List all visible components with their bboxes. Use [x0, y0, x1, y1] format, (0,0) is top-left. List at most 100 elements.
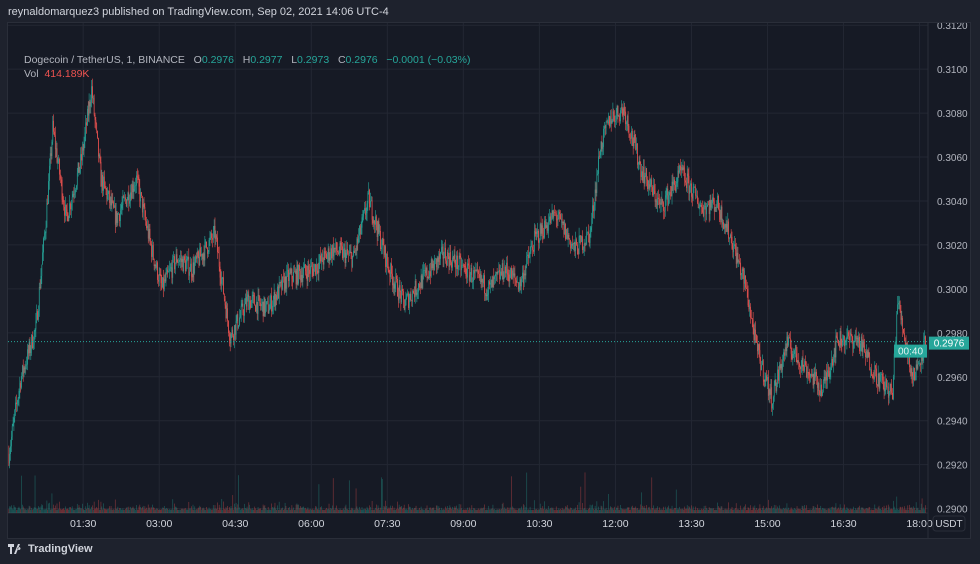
volume-bar — [909, 504, 910, 513]
candle-body — [280, 280, 282, 283]
candle-body — [45, 227, 47, 234]
tradingview-logo[interactable]: TradingView — [8, 543, 93, 555]
candle-body — [242, 303, 244, 313]
volume-bar — [337, 509, 339, 513]
candle-body — [94, 114, 96, 120]
volume-bar — [672, 509, 674, 513]
volume-bar — [301, 507, 303, 513]
volume-bar — [841, 509, 843, 513]
candle-body — [692, 187, 694, 199]
candle-body — [821, 384, 822, 396]
price-tick-label: 0.3120 — [937, 23, 968, 32]
candle-body — [386, 253, 387, 267]
volume-bar — [833, 508, 835, 513]
candle-body — [742, 269, 744, 271]
volume-bar — [107, 509, 109, 513]
volume-bar — [763, 509, 765, 513]
candle-body — [836, 335, 838, 338]
candle-body — [132, 184, 134, 193]
volume-bar — [205, 509, 207, 513]
volume-bar — [140, 507, 141, 513]
volume-bar — [850, 509, 852, 513]
symbol-label[interactable]: Dogecoin / TetherUS, 1, BINANCE — [24, 54, 185, 66]
candle-body — [493, 276, 495, 280]
candle-body — [671, 181, 673, 197]
volume-bar — [588, 507, 590, 513]
volume-bar — [551, 508, 553, 513]
candle-body — [42, 252, 43, 265]
volume-bar — [661, 509, 663, 513]
volume-bar — [442, 509, 444, 513]
volume-bar — [775, 505, 777, 513]
candle-body — [107, 194, 109, 200]
volume-bar — [347, 509, 348, 513]
volume-bar — [164, 509, 166, 513]
volume-bar — [495, 509, 497, 513]
volume-bar — [522, 509, 523, 513]
candle-body — [716, 207, 718, 209]
volume-bar — [648, 506, 650, 513]
candle-body — [447, 251, 449, 257]
candle-body — [533, 231, 535, 252]
candle-body — [456, 255, 457, 269]
candle-body — [669, 192, 671, 194]
volume-bar — [203, 508, 205, 513]
volume-bar — [813, 506, 815, 513]
candle-body — [48, 181, 49, 204]
candle-body — [545, 225, 547, 228]
volume-bar — [72, 509, 74, 513]
candle-body — [206, 241, 207, 248]
candle-body — [478, 270, 479, 274]
volume-bar — [435, 509, 436, 513]
candle-body — [125, 199, 127, 207]
volume-bar — [744, 506, 746, 513]
volume-bar — [151, 507, 152, 513]
volume-bar — [511, 476, 512, 513]
candle-body — [544, 220, 546, 228]
volume-bar — [170, 509, 172, 513]
volume-bar — [158, 509, 160, 513]
chart-pane[interactable]: 0.3120 0.3100 0.3080 0.3060 0.3040 0.3020 0.30… — [7, 22, 971, 539]
candle-body — [223, 277, 224, 295]
candle-body — [141, 195, 143, 213]
candle-body — [484, 293, 486, 294]
volume-bar — [891, 508, 893, 513]
volume-bar — [527, 509, 528, 513]
volume-bar — [480, 507, 482, 513]
candle-body — [843, 335, 844, 341]
volume-bar — [437, 508, 439, 513]
candle-body — [75, 189, 76, 193]
candlestick-chart[interactable]: 0.31200.31000.30800.30600.30400.30200.30… — [8, 23, 970, 538]
volume-bar — [678, 509, 680, 513]
candle-body — [695, 187, 697, 196]
volume-bar — [857, 507, 859, 513]
volume-bar — [611, 509, 613, 513]
volume-bar — [356, 506, 358, 513]
volume-bar — [409, 506, 411, 513]
volume-bar — [657, 506, 659, 513]
candle-body — [458, 255, 460, 267]
volume-bar — [905, 509, 907, 513]
volume-bar — [192, 504, 194, 513]
volume-bar — [609, 509, 610, 513]
volume-bar — [160, 509, 162, 513]
candle-body — [887, 386, 888, 388]
candle-body — [810, 373, 811, 378]
volume-bar — [698, 509, 700, 513]
candle-body — [49, 153, 51, 166]
candle-body — [876, 384, 878, 386]
volume-bar — [357, 508, 359, 513]
volume-bar — [647, 509, 648, 513]
candle-body — [380, 230, 381, 250]
volume-bar — [445, 506, 446, 513]
volume-bar — [584, 472, 586, 513]
currency-button[interactable] — [932, 515, 966, 532]
volume-bar — [22, 506, 24, 513]
candle-body — [221, 278, 223, 284]
candle-body — [859, 336, 860, 352]
volume-bar — [145, 509, 147, 513]
candle-body — [903, 332, 905, 342]
candle-body — [219, 266, 221, 278]
candle-body — [158, 279, 159, 282]
volume-bar — [845, 509, 847, 513]
